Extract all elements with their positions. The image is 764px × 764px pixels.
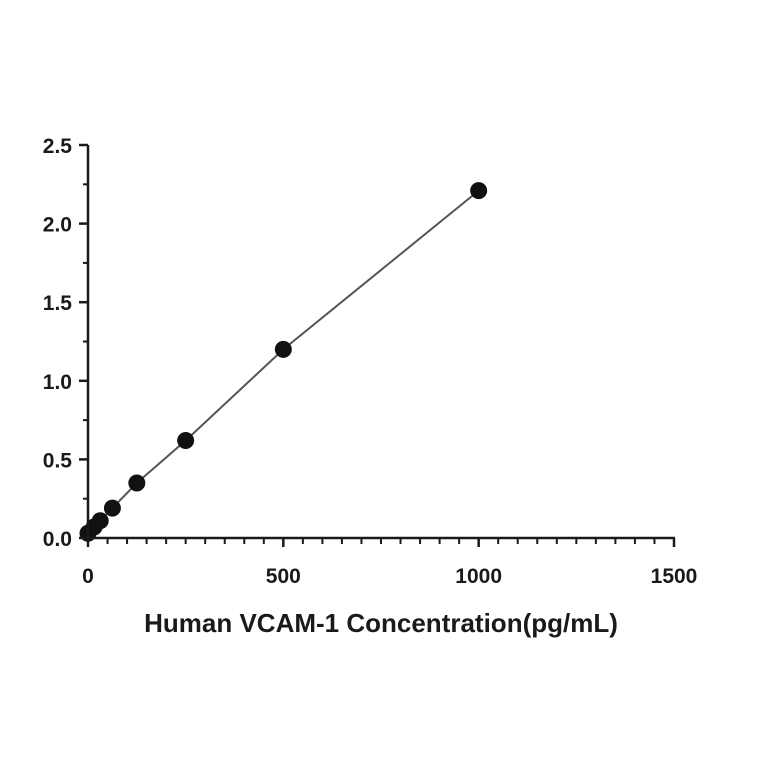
data-points — [79, 182, 488, 542]
y-tick-label: 0.0 — [43, 528, 72, 551]
x-axis-title: Human VCAM-1 Concentration(pg/mL) — [144, 608, 618, 638]
fit-line — [87, 189, 480, 534]
data-point — [128, 474, 146, 492]
x-tick-label: 0 — [82, 565, 94, 588]
axes: 0.0 0.5 1.0 1.5 2.0 2.5 0 500 1000 1500 — [43, 135, 698, 588]
y-tick-label: 1.0 — [43, 371, 72, 394]
x-tick-label: 1000 — [455, 565, 502, 588]
data-point — [470, 182, 488, 200]
y-tick-label: 1.5 — [43, 292, 73, 315]
y-tick-label: 2.5 — [43, 135, 73, 158]
data-point — [103, 499, 121, 517]
y-tick-label: 2.0 — [43, 214, 72, 237]
x-tick-label: 1500 — [651, 565, 698, 588]
y-tick-label: 0.5 — [43, 449, 73, 472]
data-point — [177, 432, 195, 450]
data-point — [274, 340, 292, 358]
data-point — [91, 512, 109, 530]
fit-line-layer — [87, 189, 480, 534]
x-tick-label: 500 — [266, 565, 301, 588]
